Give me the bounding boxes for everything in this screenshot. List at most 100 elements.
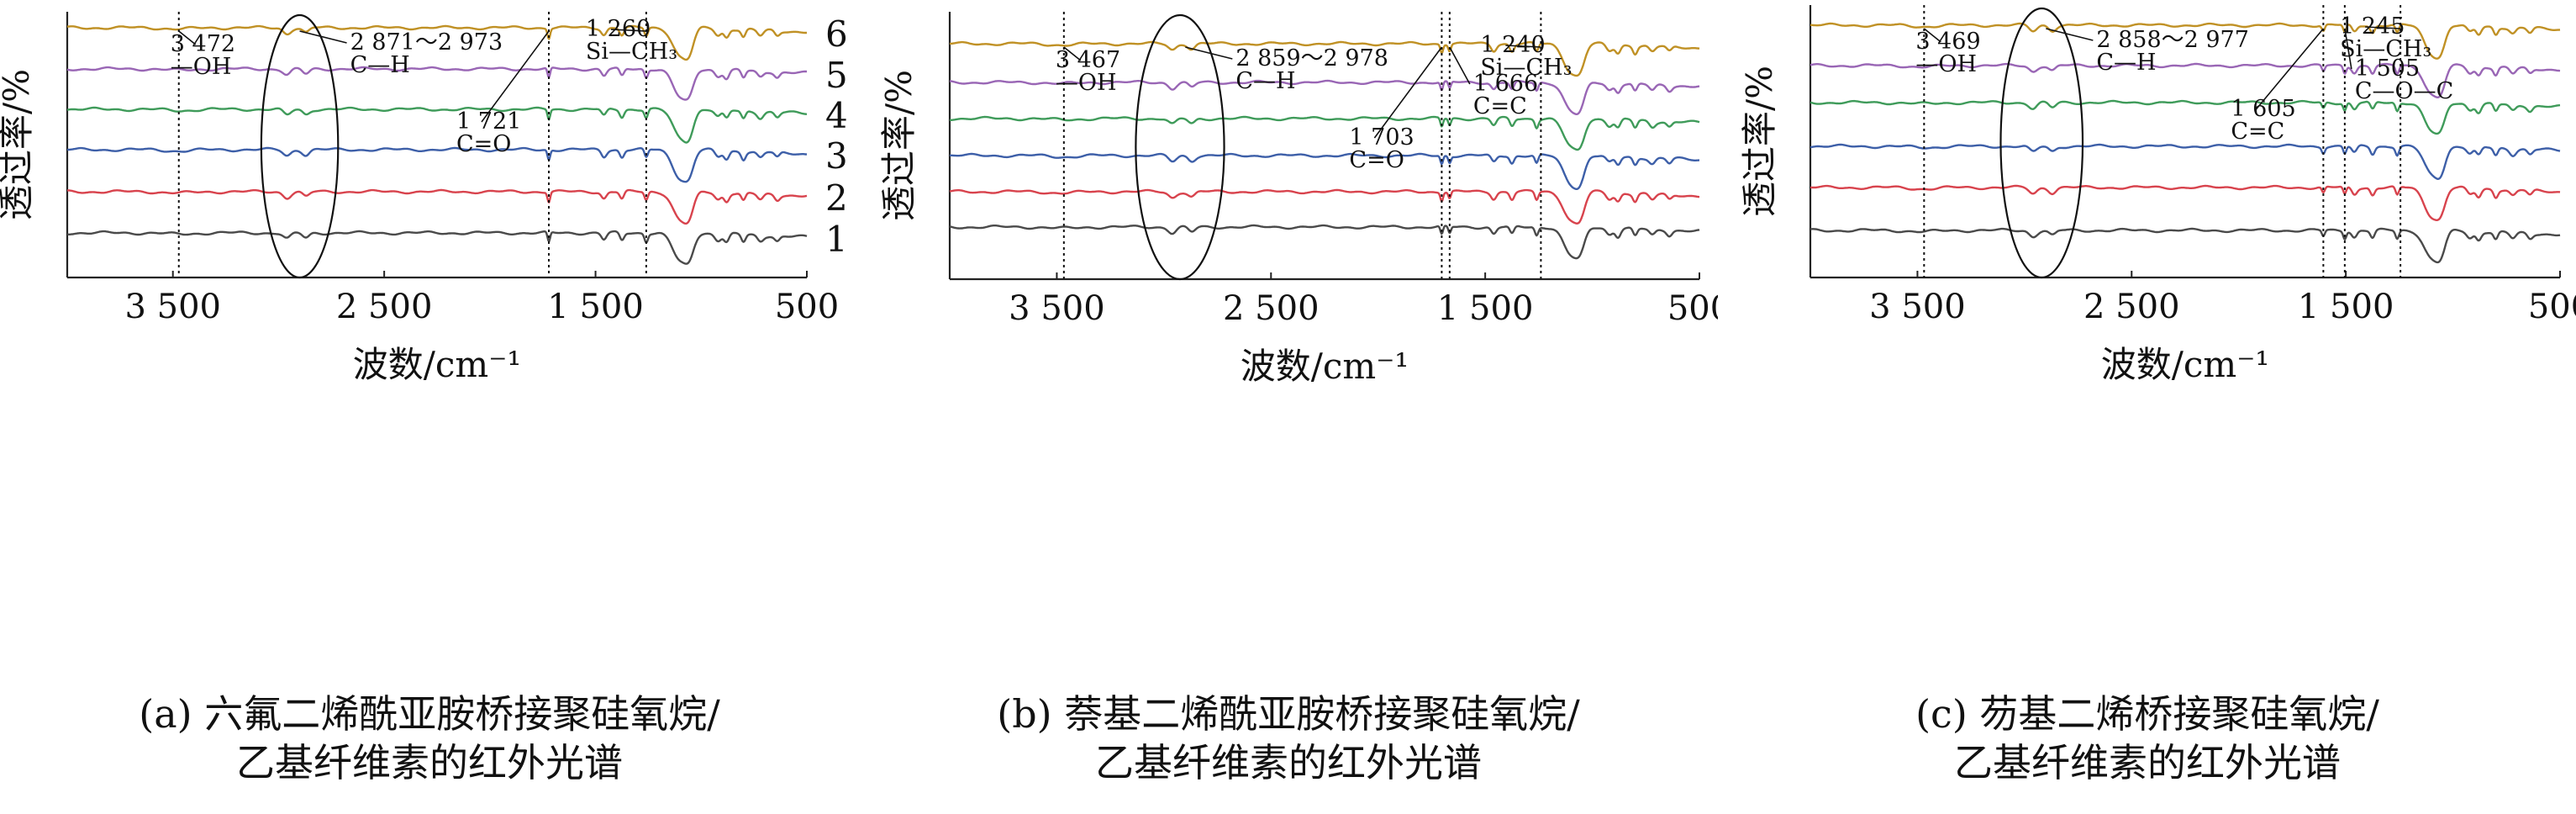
annotation-value: 1 260 — [586, 16, 651, 42]
series-line-6 — [949, 40, 1700, 77]
x-tick-label: 2 500 — [1223, 289, 1320, 328]
caption-b: (b) 萘基二烯酰亚胺桥接聚硅氧烷/ 乙基纤维素的红外光谱 — [859, 690, 1718, 787]
y-axis-label: 透过率/% — [1739, 66, 1780, 217]
series-label-2: 2 — [825, 177, 848, 219]
annotation-group: C—H — [350, 52, 410, 78]
annotation-group: C=O — [456, 131, 511, 157]
annotation-group: C=C — [1473, 93, 1527, 119]
x-tick-label: 1 500 — [547, 288, 644, 326]
annotation-group: C—H — [1235, 68, 1295, 94]
annotation-leader — [2255, 28, 2324, 110]
ch-region-ellipse — [1999, 7, 2084, 279]
annotation-group: C=C — [2231, 119, 2284, 145]
annotation-leader — [2365, 26, 2401, 29]
series-line-4 — [1810, 99, 2561, 135]
annotation-value: 1 240 — [1480, 32, 1545, 58]
annotation-leader — [1063, 46, 1082, 61]
series-line-4 — [949, 115, 1700, 151]
y-axis-label: 透过率/% — [878, 70, 919, 221]
series-label-5: 5 — [825, 55, 848, 96]
annotation-group: C=O — [1349, 147, 1404, 173]
annotation-value: 3 467 — [1056, 47, 1120, 73]
x-tick-label: 2 500 — [336, 288, 433, 326]
x-axis-label: 波数/cm⁻¹ — [353, 344, 522, 385]
series-line-3 — [949, 152, 1700, 190]
annotation-value: 2 858～2 977 — [2096, 27, 2249, 53]
caption-a-line-2: 乙基纤维素的红外光谱 — [236, 740, 623, 785]
caption-c-line-1: (c) 芴基二烯桥接聚硅氧烷/ — [1915, 691, 2379, 737]
annotation-leader — [2046, 28, 2094, 41]
caption-b-line-2: 乙基纤维素的红外光谱 — [1095, 740, 1482, 785]
series-line-5 — [949, 79, 1700, 115]
caption-a-line-1: (a) 六氟二烯酰亚胺桥接聚硅氧烷/ — [139, 691, 720, 737]
series-label-4: 4 — [825, 95, 848, 136]
x-tick-label: 1 500 — [1437, 289, 1534, 328]
series-line-1 — [66, 230, 808, 265]
ch-region-ellipse — [260, 13, 340, 279]
annotation-value: 1 245 — [2340, 13, 2405, 40]
x-tick-label: 500 — [2528, 288, 2576, 326]
annotation-0: 3 467—OH — [1056, 46, 1120, 96]
annotation-leader — [1449, 46, 1471, 85]
annotation-group: C—O—C — [2355, 78, 2453, 104]
annotation-value: 1 505 — [2355, 56, 2420, 82]
annotation-group: —OH — [1056, 70, 1117, 96]
annotation-value: 2 859～2 978 — [1235, 45, 1388, 71]
annotation-leader — [1185, 46, 1233, 60]
series-label-1: 1 — [825, 219, 848, 260]
annotation-group: Si—CH₃ — [2340, 36, 2431, 62]
annotation-group: —OH — [1915, 51, 1977, 77]
series-line-3 — [1810, 143, 2561, 180]
x-tick-label: 2 500 — [2083, 288, 2180, 326]
y-axis-label: 透过率/% — [0, 69, 37, 220]
x-tick-label: 500 — [775, 288, 839, 326]
series-line-2 — [1810, 184, 2561, 221]
x-tick-label: 3 500 — [1009, 289, 1105, 328]
annotation-value: 2 871～2 973 — [350, 29, 503, 56]
series-line-6 — [66, 24, 808, 61]
annotation-leader — [481, 30, 550, 123]
x-tick-label: 3 500 — [124, 288, 221, 326]
annotation-value: 3 469 — [1915, 29, 1980, 55]
annotation-group: Si—CH₃ — [1480, 55, 1572, 81]
annotation-0: 3 469—OH — [1915, 28, 1981, 77]
series-label-6: 6 — [825, 13, 848, 55]
annotation-leader — [2344, 28, 2352, 70]
series-line-6 — [1810, 22, 2561, 60]
series-line-2 — [66, 188, 808, 225]
annotation-0: 3 472—OH — [171, 30, 235, 80]
x-axis-label: 波数/cm⁻¹ — [2101, 344, 2270, 385]
caption-a: (a) 六氟二烯酰亚胺桥接聚硅氧烷/ 乙基纤维素的红外光谱 — [0, 690, 859, 787]
annotation-leader — [1923, 28, 1941, 43]
annotation-leader — [1373, 46, 1443, 139]
series-line-5 — [1810, 62, 2561, 98]
series-line-2 — [949, 188, 1700, 225]
series-line-5 — [66, 66, 808, 101]
annotation-value: 1 666 — [1473, 71, 1538, 97]
caption-b-line-1: (b) 萘基二烯酰亚胺桥接聚硅氧烷/ — [997, 691, 1580, 737]
annotation-leader — [299, 30, 347, 44]
caption-c: (c) 芴基二烯桥接聚硅氧烷/ 乙基纤维素的红外光谱 — [1718, 690, 2576, 787]
series-line-1 — [949, 224, 1700, 260]
caption-c-line-2: 乙基纤维素的红外光谱 — [1954, 740, 2341, 785]
annotation-leader — [610, 29, 646, 32]
series-line-3 — [66, 146, 808, 183]
annotation-group: Si—CH₃ — [586, 39, 677, 65]
series-line-1 — [1810, 227, 2561, 264]
annotation-leader — [178, 30, 197, 45]
ch-region-ellipse — [1135, 13, 1225, 281]
series-label-3: 3 — [825, 135, 848, 177]
